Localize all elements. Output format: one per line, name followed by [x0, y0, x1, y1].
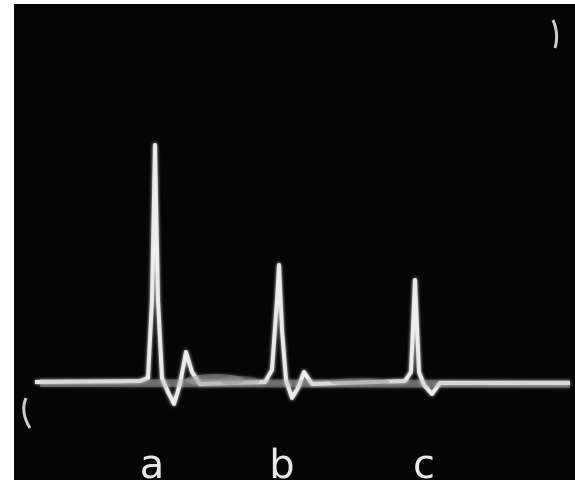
peak-label: b — [269, 442, 294, 480]
peak-label: c — [413, 442, 435, 480]
screen-edge — [551, 19, 559, 49]
trace — [34, 143, 571, 406]
screen-edge — [22, 397, 32, 429]
peak-label: a — [140, 442, 165, 480]
screen — [14, 4, 575, 480]
